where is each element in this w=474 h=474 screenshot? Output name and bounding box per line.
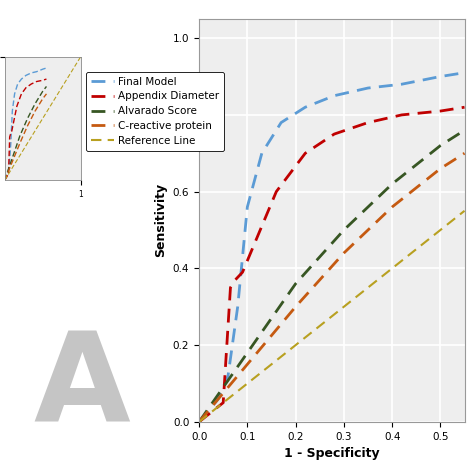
- Y-axis label: Sensitivity: Sensitivity: [155, 183, 167, 257]
- Legend: Final Model, Appendix Diameter, Alvarado Score, C-reactive protein, Reference Li: Final Model, Appendix Diameter, Alvarado…: [86, 72, 224, 151]
- X-axis label: 1 - Specificity: 1 - Specificity: [284, 447, 380, 460]
- Text: A: A: [33, 327, 130, 448]
